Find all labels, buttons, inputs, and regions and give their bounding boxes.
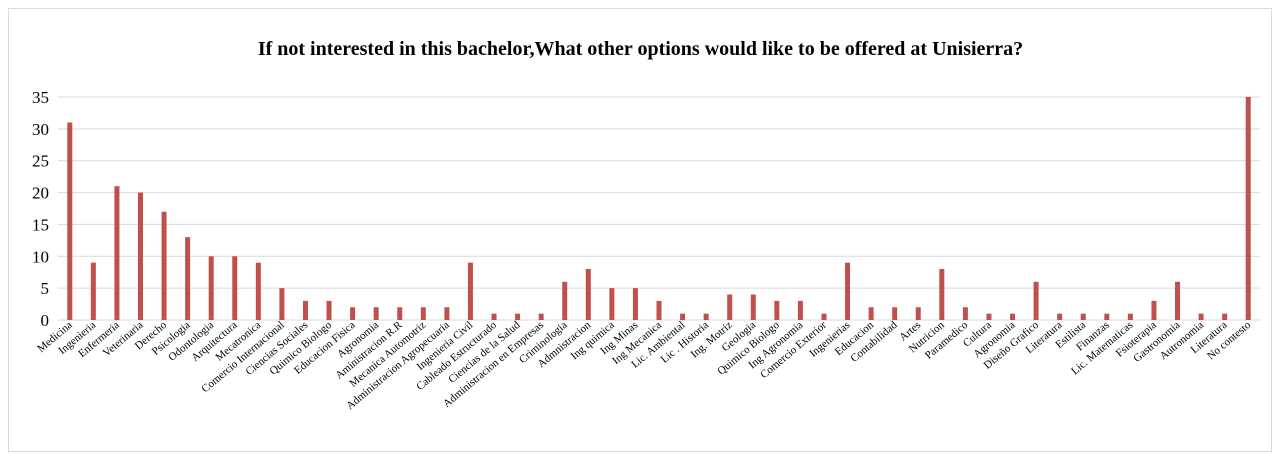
bar (1104, 313, 1110, 320)
bar (727, 294, 733, 320)
bar (515, 313, 521, 320)
bar (1198, 313, 1204, 320)
bar (1245, 97, 1251, 320)
x-axis: MedicinaIngenieriaEnfermeriaVeterinariaD… (35, 319, 1253, 412)
bar (939, 269, 945, 320)
bar (986, 313, 992, 320)
bar (656, 300, 662, 320)
bar (373, 307, 379, 320)
bar (137, 192, 143, 320)
bar (868, 307, 874, 320)
y-tick-label: 15 (32, 215, 49, 234)
bar (114, 186, 120, 320)
bar (1151, 300, 1157, 320)
bar (892, 307, 898, 320)
bar (680, 313, 686, 320)
bars (67, 97, 1251, 321)
bar (444, 307, 450, 320)
bar (255, 262, 261, 320)
bar (915, 307, 921, 320)
bar (279, 288, 285, 320)
bar (467, 262, 473, 320)
bar (420, 307, 426, 320)
bar (609, 288, 615, 320)
bar (562, 281, 568, 320)
bar (1033, 281, 1039, 320)
bar (1080, 313, 1086, 320)
chart-title: If not interested in this bachelor,What … (257, 38, 1024, 60)
bar (750, 294, 756, 320)
bar (185, 237, 191, 320)
bar (1010, 313, 1016, 320)
bar (326, 300, 332, 320)
bar (302, 300, 308, 320)
bar (208, 256, 214, 320)
y-tick-label: 0 (41, 311, 50, 330)
y-tick-label: 5 (41, 279, 50, 298)
bar (632, 288, 638, 320)
bar (232, 256, 238, 320)
chart-area (8, 8, 1272, 452)
bar (797, 300, 803, 320)
bar (962, 307, 968, 320)
bar (90, 262, 96, 320)
bar (703, 313, 709, 320)
bar (538, 313, 544, 320)
y-tick-label: 30 (32, 120, 49, 139)
bar (821, 313, 827, 320)
bar (774, 300, 780, 320)
y-tick-label: 35 (32, 88, 49, 107)
y-tick-label: 20 (32, 184, 49, 203)
bar (585, 269, 591, 320)
y-axis: 0 5 10 15 20 25 30 35 (32, 88, 49, 330)
gridlines (58, 96, 1260, 321)
bar (1222, 313, 1228, 320)
bar (491, 313, 497, 320)
y-tick-label: 25 (32, 152, 49, 171)
y-tick-label: 10 (32, 247, 49, 266)
bar (1175, 281, 1181, 320)
bar (350, 307, 356, 320)
bar (845, 262, 851, 320)
bar (1057, 313, 1063, 320)
bar (161, 211, 167, 320)
bar (67, 122, 73, 321)
bar (1127, 313, 1133, 320)
bar (397, 307, 403, 320)
